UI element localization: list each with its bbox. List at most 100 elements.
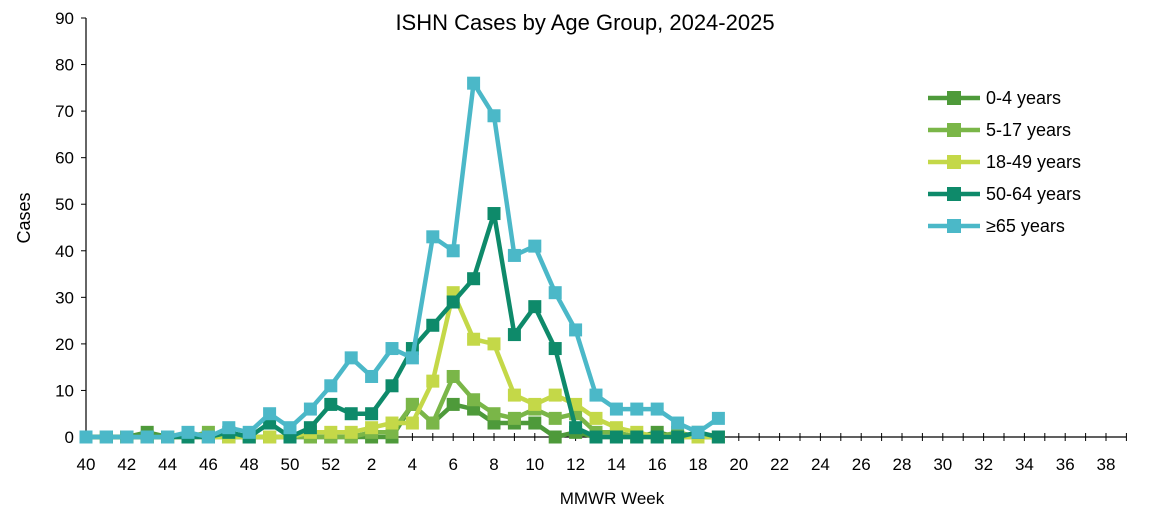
data-point bbox=[222, 421, 236, 435]
data-point bbox=[365, 369, 379, 383]
x-tick-label: 24 bbox=[811, 455, 830, 474]
data-point bbox=[120, 430, 134, 444]
data-point bbox=[548, 342, 562, 356]
data-point bbox=[487, 337, 501, 351]
x-tick-label: 4 bbox=[408, 455, 417, 474]
data-point bbox=[365, 421, 379, 435]
legend-label: 18-49 years bbox=[986, 152, 1081, 172]
data-point bbox=[467, 393, 481, 407]
data-point bbox=[569, 421, 583, 435]
data-point bbox=[344, 407, 358, 421]
x-tick-label: 38 bbox=[1097, 455, 1116, 474]
y-tick-label: 0 bbox=[65, 428, 74, 447]
x-tick-label: 52 bbox=[321, 455, 340, 474]
data-point bbox=[548, 411, 562, 425]
legend-item: 50-64 years bbox=[928, 184, 1081, 204]
y-tick-label: 50 bbox=[55, 195, 74, 214]
y-tick-label: 90 bbox=[55, 9, 74, 28]
x-tick-label: 32 bbox=[974, 455, 993, 474]
data-point bbox=[426, 230, 440, 244]
data-point bbox=[385, 379, 399, 393]
data-point bbox=[569, 323, 583, 337]
x-tick-label: 40 bbox=[77, 455, 96, 474]
x-tick-label: 6 bbox=[448, 455, 457, 474]
data-point bbox=[181, 425, 195, 439]
data-point bbox=[385, 342, 399, 356]
y-tick-label: 40 bbox=[55, 242, 74, 261]
data-point bbox=[324, 379, 338, 393]
legend-label: 0-4 years bbox=[986, 88, 1061, 108]
legend-item: ≥65 years bbox=[928, 216, 1065, 236]
data-point bbox=[528, 416, 542, 430]
series-line bbox=[86, 80, 720, 440]
chart-title: ISHN Cases by Age Group, 2024-2025 bbox=[395, 10, 774, 35]
data-point bbox=[405, 397, 419, 411]
data-point bbox=[507, 248, 521, 262]
data-point bbox=[548, 388, 562, 402]
data-point bbox=[405, 416, 419, 430]
x-tick-label: 42 bbox=[117, 455, 136, 474]
y-tick-label: 80 bbox=[55, 56, 74, 75]
data-point bbox=[263, 430, 277, 444]
legend-marker bbox=[947, 91, 961, 105]
data-point bbox=[487, 109, 501, 123]
data-point bbox=[589, 430, 603, 444]
data-point bbox=[609, 402, 623, 416]
data-point bbox=[365, 407, 379, 421]
data-point bbox=[99, 430, 113, 444]
data-point bbox=[589, 388, 603, 402]
data-point bbox=[691, 425, 705, 439]
data-point bbox=[242, 425, 256, 439]
legend-item: 18-49 years bbox=[928, 152, 1081, 172]
x-tick-label: 8 bbox=[489, 455, 498, 474]
data-point bbox=[201, 430, 215, 444]
x-tick-label: 46 bbox=[199, 455, 218, 474]
data-point bbox=[650, 402, 664, 416]
data-point bbox=[263, 407, 277, 421]
y-axis-label: Cases bbox=[14, 192, 34, 243]
data-point bbox=[630, 402, 644, 416]
series-layer bbox=[79, 76, 725, 444]
data-point bbox=[283, 421, 297, 435]
data-point bbox=[140, 430, 154, 444]
data-point bbox=[467, 76, 481, 90]
x-tick-label: 16 bbox=[648, 455, 667, 474]
legend-label: 5-17 years bbox=[986, 120, 1071, 140]
x-tick-label: 28 bbox=[893, 455, 912, 474]
data-point bbox=[650, 430, 664, 444]
x-tick-label: 22 bbox=[770, 455, 789, 474]
data-point bbox=[528, 300, 542, 314]
data-point bbox=[426, 374, 440, 388]
legend-item: 0-4 years bbox=[928, 88, 1061, 108]
data-point bbox=[507, 388, 521, 402]
x-tick-label: 14 bbox=[607, 455, 626, 474]
data-point bbox=[405, 351, 419, 365]
data-point bbox=[303, 421, 317, 435]
series-4 bbox=[79, 76, 725, 444]
y-tick-label: 70 bbox=[55, 102, 74, 121]
data-point bbox=[79, 430, 93, 444]
x-tick-label: 20 bbox=[729, 455, 748, 474]
data-point bbox=[426, 416, 440, 430]
x-tick-label: 26 bbox=[852, 455, 871, 474]
data-point bbox=[507, 328, 521, 342]
x-tick-label: 44 bbox=[158, 455, 177, 474]
legend-marker bbox=[947, 123, 961, 137]
data-point bbox=[324, 397, 338, 411]
x-tick-label: 48 bbox=[240, 455, 259, 474]
series-line bbox=[86, 211, 719, 440]
legend-marker bbox=[947, 155, 961, 169]
data-point bbox=[589, 411, 603, 425]
data-point bbox=[548, 430, 562, 444]
data-point bbox=[303, 402, 317, 416]
x-tick-label: 50 bbox=[281, 455, 300, 474]
data-point bbox=[344, 351, 358, 365]
y-tick-label: 60 bbox=[55, 149, 74, 168]
data-point bbox=[446, 295, 460, 309]
data-point bbox=[671, 430, 685, 444]
data-point bbox=[426, 318, 440, 332]
legend-label: ≥65 years bbox=[986, 216, 1065, 236]
